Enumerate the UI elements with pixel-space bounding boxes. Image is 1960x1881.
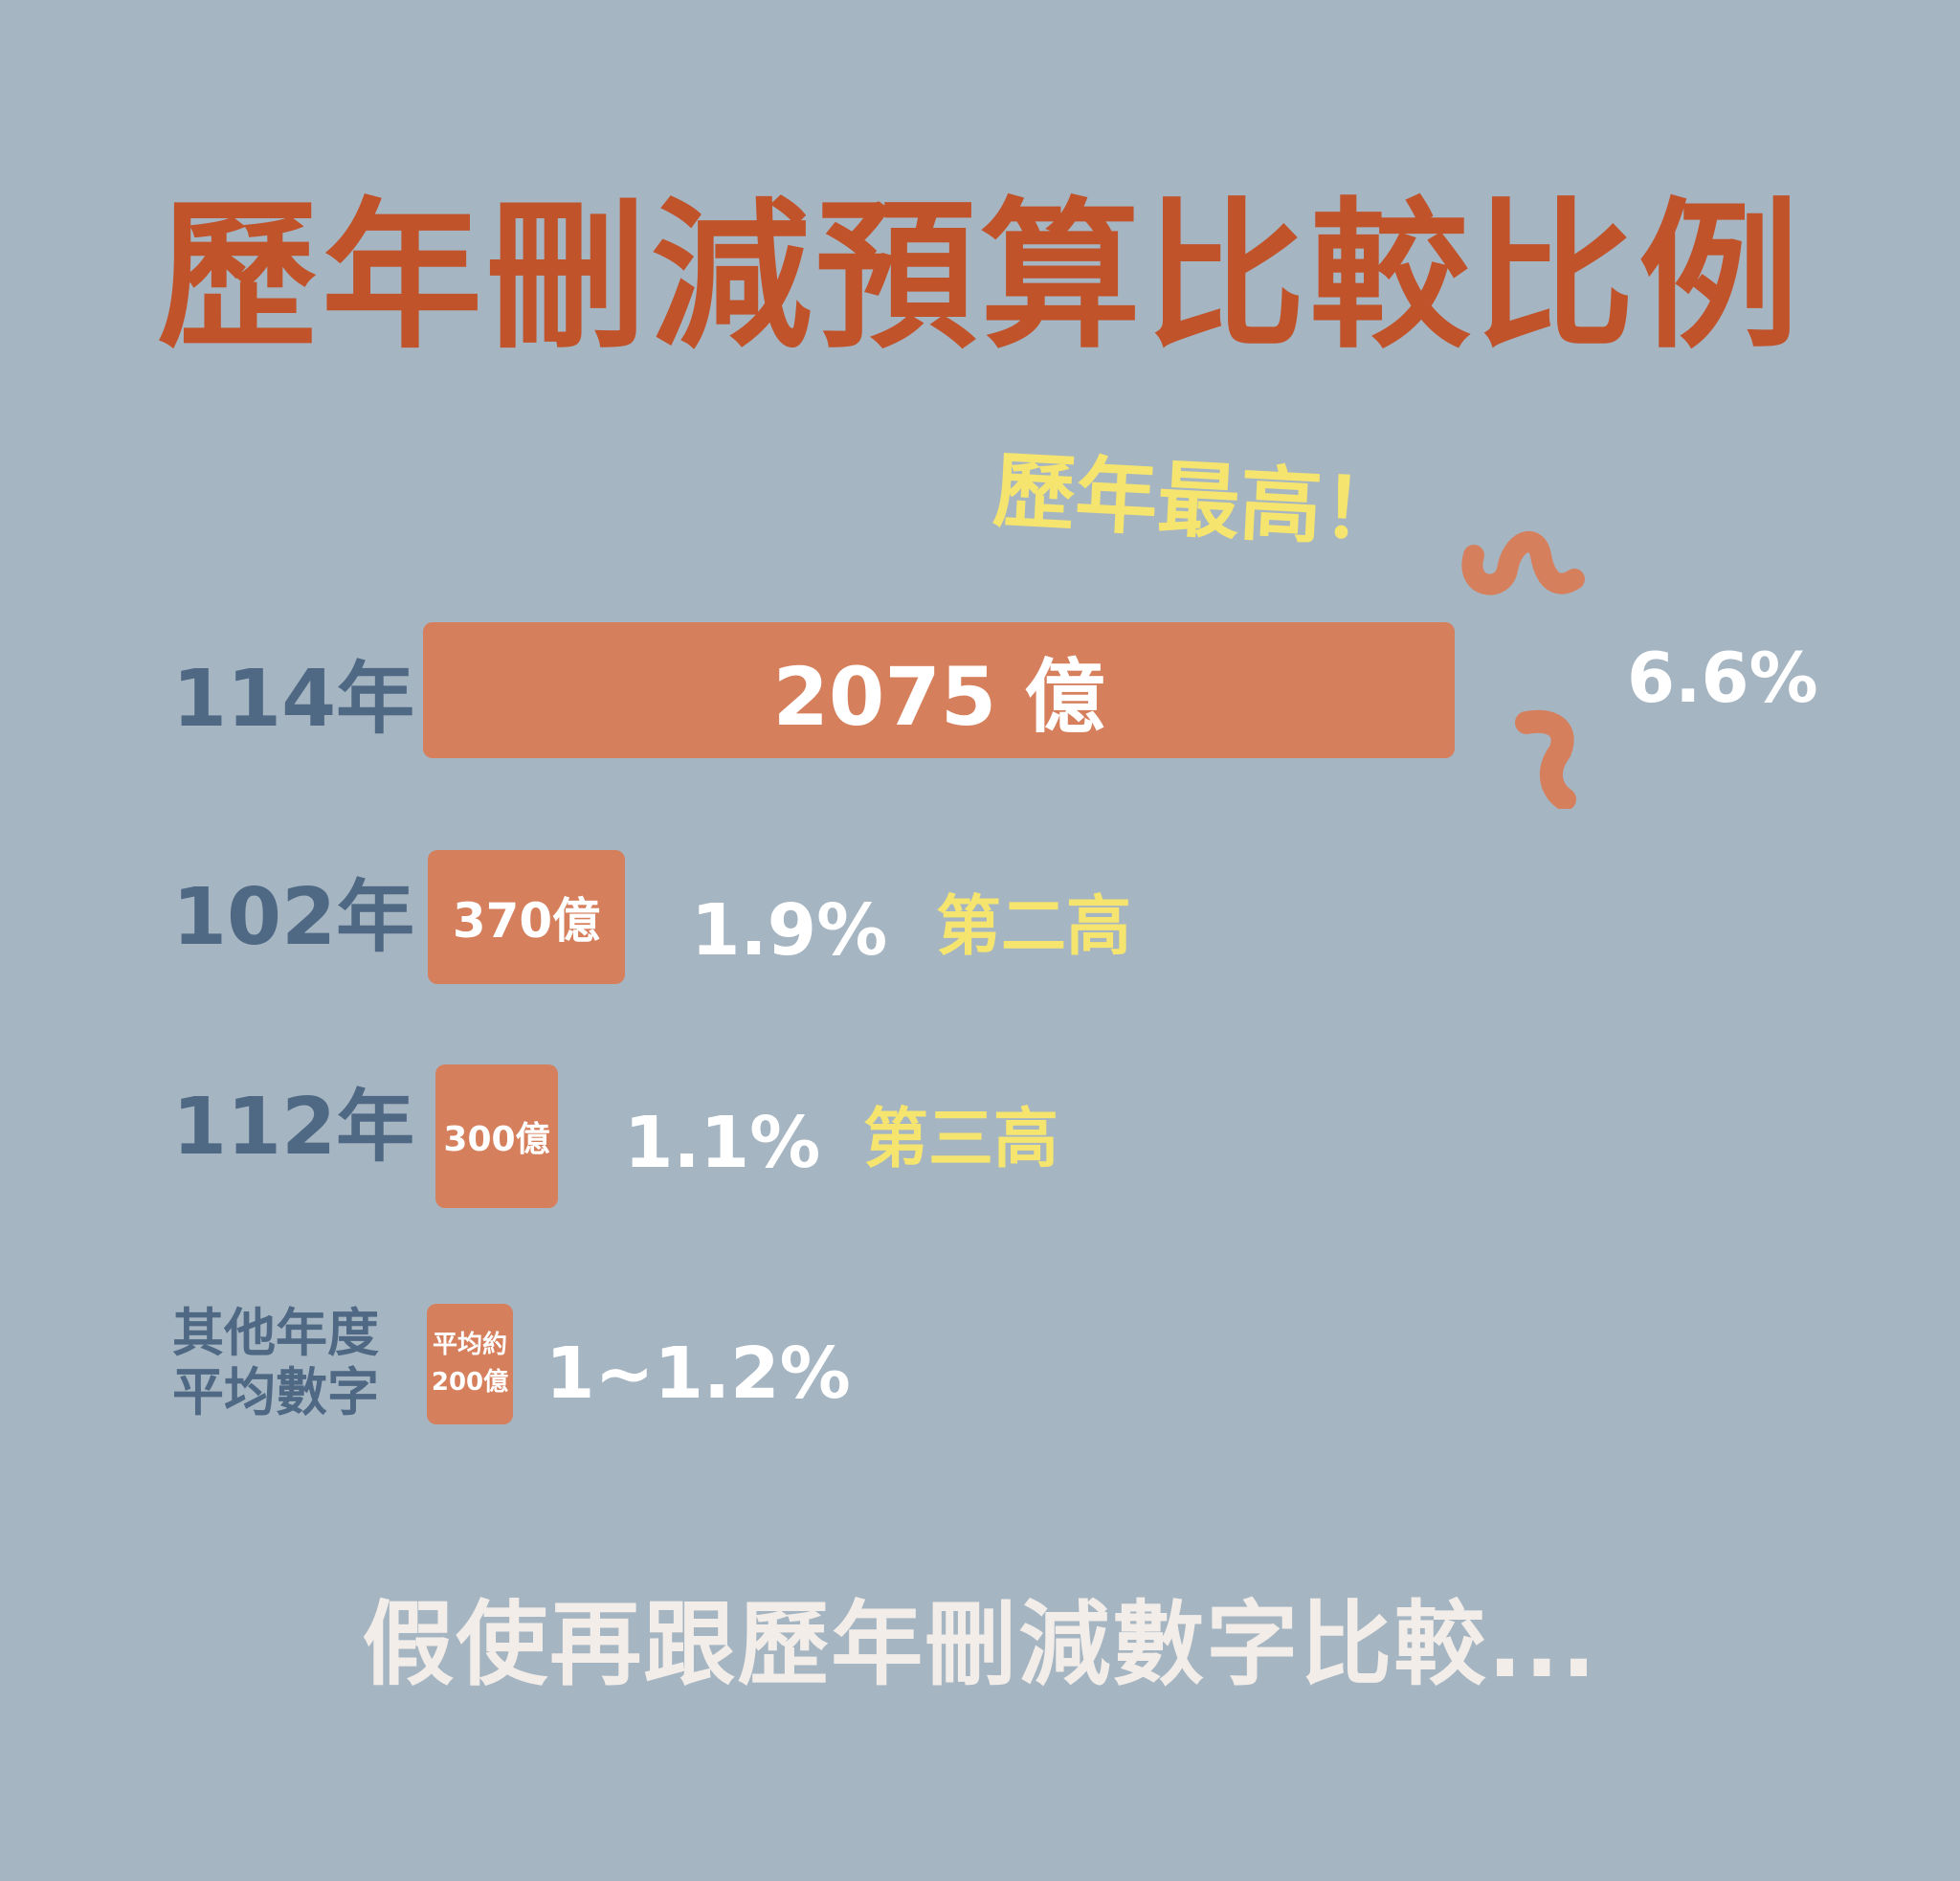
rank-label-second: 第二高 [936, 889, 1132, 965]
bar-value-label-line2: 200億 [431, 1368, 509, 1397]
percent-114: 6.6% [1627, 638, 1818, 718]
page-title: 歷年刪減預算比較比例 [157, 183, 1803, 370]
year-label-112: 112年 [172, 1082, 415, 1173]
bar-value-label-line1: 平均約 [432, 1331, 507, 1359]
year-label-114: 114年 [172, 654, 415, 745]
squiggle-decoration [1461, 530, 1585, 809]
bar-112: 300億 [435, 1064, 558, 1208]
bar-other-average: 平均約 200億 [427, 1304, 513, 1424]
bar-102: 370億 [428, 850, 625, 984]
footer-caption: 假使再跟歷年刪減數字比較... [362, 1591, 1598, 1698]
bar-value-label: 300億 [443, 1120, 550, 1159]
year-label-other-average: 其他年度 平均數字 [172, 1303, 379, 1423]
bar-value-label: 370億 [452, 893, 601, 949]
percent-102: 1.9% [691, 889, 888, 972]
rank-label-third: 第三高 [863, 1102, 1059, 1177]
percent-other-average: 1~1.2% [546, 1332, 851, 1415]
year-label-line2: 平均數字 [172, 1362, 379, 1423]
bar-114: 2075 億 [423, 622, 1455, 758]
bar-value-label: 2075 億 [772, 649, 1105, 744]
highest-callout: 歷年最高！ [991, 443, 1407, 561]
percent-112: 1.1% [624, 1102, 821, 1184]
year-label-102: 102年 [172, 872, 415, 963]
year-label-line1: 其他年度 [172, 1303, 379, 1363]
